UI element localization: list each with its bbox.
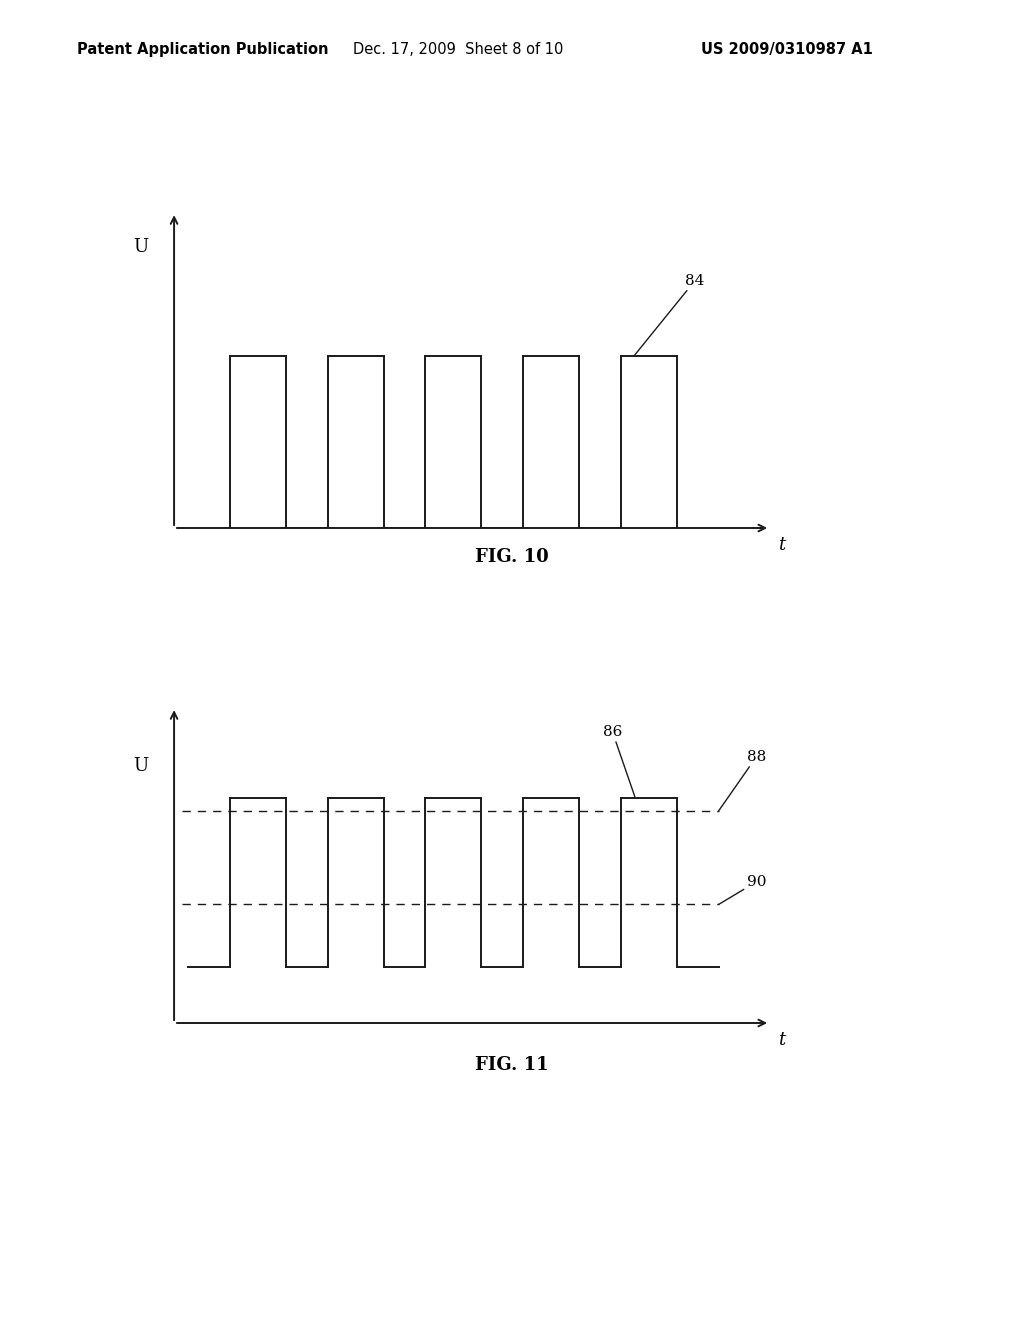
Text: 90: 90 (719, 875, 766, 904)
Text: t: t (778, 1031, 785, 1049)
Text: U: U (133, 756, 148, 775)
Text: 88: 88 (719, 750, 766, 810)
Text: 86: 86 (603, 725, 635, 797)
Text: 84: 84 (635, 273, 705, 355)
Text: FIG. 11: FIG. 11 (475, 1056, 549, 1074)
Text: Patent Application Publication: Patent Application Publication (77, 42, 329, 57)
Text: t: t (778, 536, 785, 554)
Text: FIG. 10: FIG. 10 (475, 548, 549, 566)
Text: Dec. 17, 2009  Sheet 8 of 10: Dec. 17, 2009 Sheet 8 of 10 (353, 42, 563, 57)
Text: U: U (133, 238, 148, 256)
Text: US 2009/0310987 A1: US 2009/0310987 A1 (701, 42, 873, 57)
